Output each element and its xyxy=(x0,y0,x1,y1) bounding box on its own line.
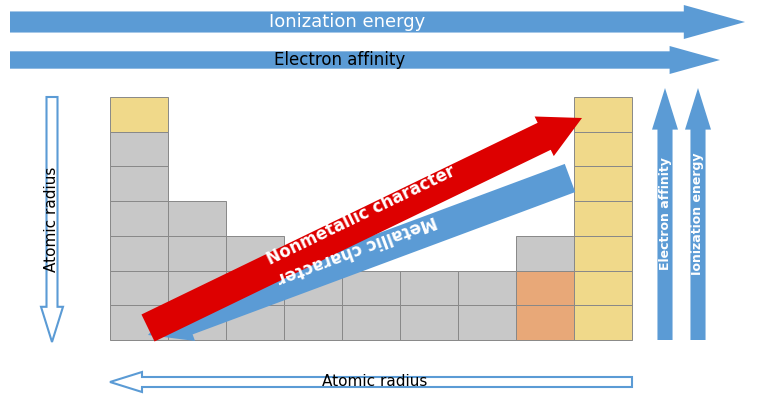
Bar xyxy=(574,305,632,340)
FancyArrow shape xyxy=(41,97,63,342)
Bar xyxy=(516,236,574,271)
Text: Ionization energy: Ionization energy xyxy=(691,153,704,275)
Bar xyxy=(168,236,226,271)
Bar xyxy=(574,201,632,236)
Bar xyxy=(574,132,632,166)
Bar xyxy=(168,201,226,236)
Bar xyxy=(574,97,632,132)
Bar xyxy=(400,305,458,340)
Bar xyxy=(342,271,400,305)
FancyArrow shape xyxy=(148,164,575,341)
Bar xyxy=(110,201,168,236)
Bar xyxy=(168,305,226,340)
Text: Atomic radius: Atomic radius xyxy=(322,375,427,389)
Text: Electron affinity: Electron affinity xyxy=(274,51,406,69)
Bar xyxy=(168,271,226,305)
Text: Nonmetallic character: Nonmetallic character xyxy=(264,163,458,269)
Bar xyxy=(458,305,516,340)
FancyArrow shape xyxy=(10,5,745,39)
Bar xyxy=(574,166,632,201)
Bar xyxy=(110,271,168,305)
Bar xyxy=(284,271,342,305)
FancyArrow shape xyxy=(141,117,582,342)
Bar xyxy=(458,271,516,305)
Bar xyxy=(516,305,574,340)
Bar xyxy=(574,236,632,271)
Bar xyxy=(110,166,168,201)
Bar xyxy=(110,305,168,340)
Text: Ionization energy: Ionization energy xyxy=(269,13,425,31)
Bar xyxy=(574,271,632,305)
FancyArrow shape xyxy=(652,88,678,340)
FancyArrow shape xyxy=(10,46,720,74)
Bar xyxy=(400,271,458,305)
Bar xyxy=(226,271,284,305)
Bar xyxy=(110,236,168,271)
FancyArrow shape xyxy=(685,88,711,340)
Bar xyxy=(342,305,400,340)
Bar xyxy=(284,305,342,340)
Bar xyxy=(226,305,284,340)
FancyArrow shape xyxy=(110,372,632,392)
Bar xyxy=(110,132,168,166)
Bar xyxy=(226,236,284,271)
Text: Atomic radius: Atomic radius xyxy=(45,167,59,272)
Bar xyxy=(516,271,574,305)
Bar xyxy=(110,97,168,132)
Text: Metallic character: Metallic character xyxy=(274,211,439,287)
Text: Electron affinity: Electron affinity xyxy=(658,157,671,270)
